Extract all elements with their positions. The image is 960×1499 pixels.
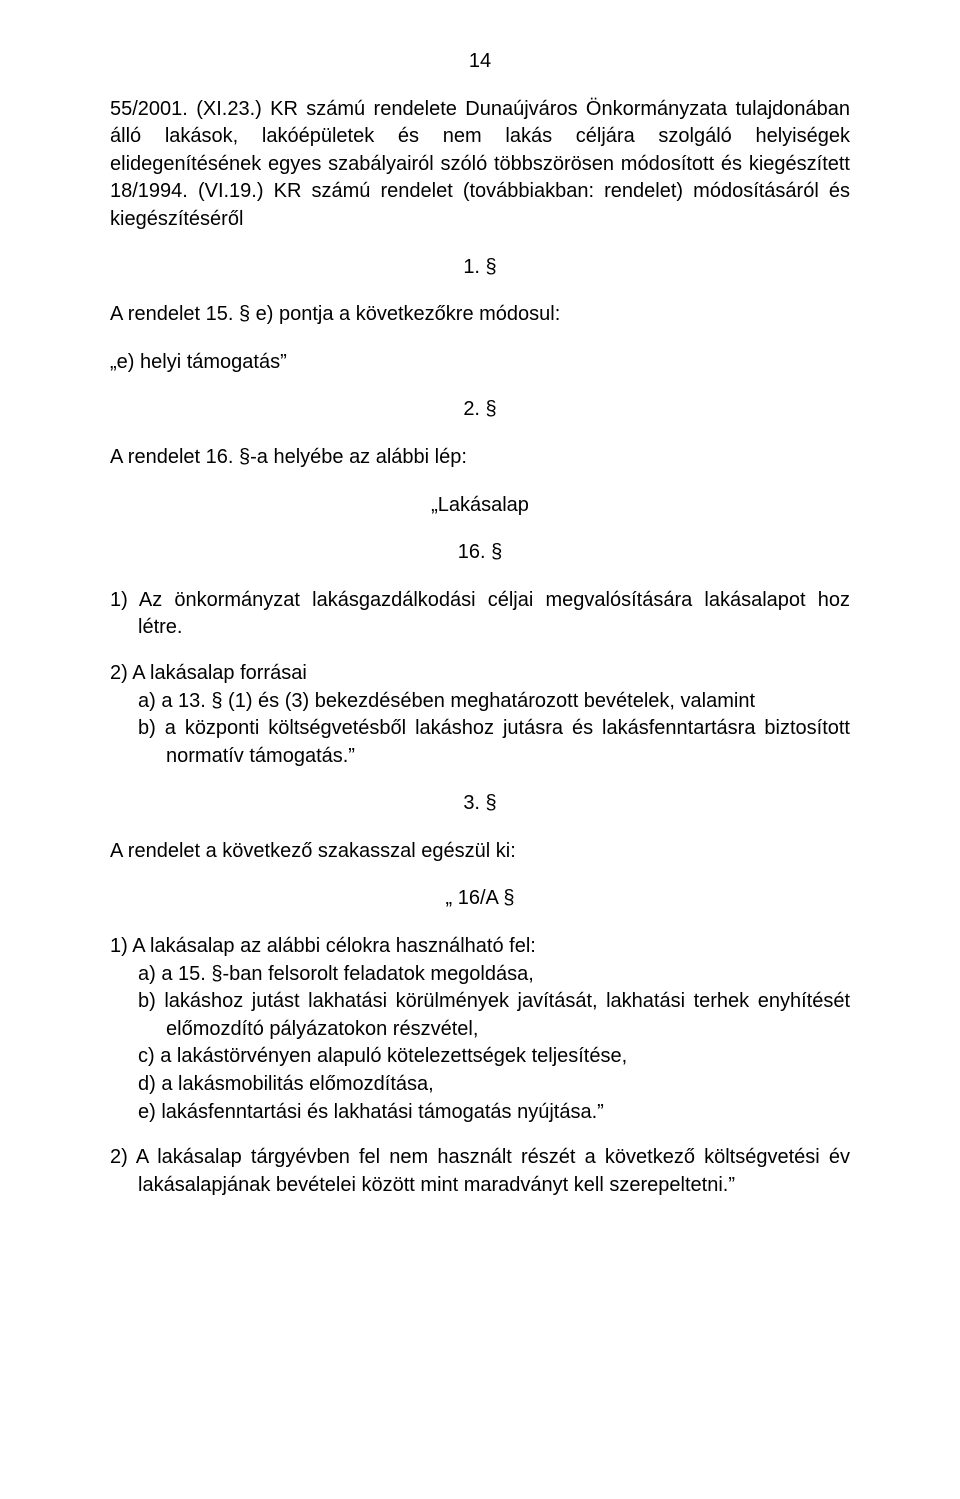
s3-item-1c: c) a lakástörvényen alapuló kötelezettsé… bbox=[110, 1043, 850, 1071]
section-2-heading: „Lakásalap bbox=[110, 492, 850, 520]
s3-item-1e: e) lakásfenntartási és lakhatási támogat… bbox=[110, 1099, 850, 1127]
spacer bbox=[110, 1126, 850, 1144]
page-number: 14 bbox=[110, 48, 850, 76]
s2-item-2: 2) A lakásalap forrásai bbox=[110, 660, 850, 688]
section-1-quote: „e) helyi támogatás” bbox=[110, 349, 850, 377]
spacer bbox=[110, 642, 850, 660]
section-2-line: A rendelet 16. §-a helyébe az alábbi lép… bbox=[110, 444, 850, 472]
s3-item-2: 2) A lakásalap tárgyévben fel nem haszná… bbox=[110, 1144, 850, 1199]
section-2-number: 2. § bbox=[110, 396, 850, 424]
section-2-subnum: 16. § bbox=[110, 539, 850, 567]
section-1-number: 1. § bbox=[110, 254, 850, 282]
s2-item-1: 1) Az önkormányzat lakásgazdálkodási cél… bbox=[110, 587, 850, 642]
section-1-line: A rendelet 15. § e) pontja a következőkr… bbox=[110, 301, 850, 329]
s3-item-1: 1) A lakásalap az alábbi célokra használ… bbox=[110, 933, 850, 961]
section-3-heading: „ 16/A § bbox=[110, 885, 850, 913]
s3-item-1a: a) a 15. §-ban felsorolt feladatok megol… bbox=[110, 961, 850, 989]
s3-item-1d: d) a lakásmobilitás előmozdítása, bbox=[110, 1071, 850, 1099]
document-page: 14 55/2001. (XI.23.) KR számú rendelete … bbox=[0, 0, 960, 1499]
s2-item-2b: b) a központi költségvetésből lakáshoz j… bbox=[110, 715, 850, 770]
section-3-number: 3. § bbox=[110, 790, 850, 818]
intro-paragraph: 55/2001. (XI.23.) KR számú rendelete Dun… bbox=[110, 96, 850, 234]
s3-item-1b: b) lakáshoz jutást lakhatási körülmények… bbox=[110, 988, 850, 1043]
section-3-line: A rendelet a következő szakasszal egészü… bbox=[110, 838, 850, 866]
s2-item-2a: a) a 13. § (1) és (3) bekezdésében megha… bbox=[110, 688, 850, 716]
